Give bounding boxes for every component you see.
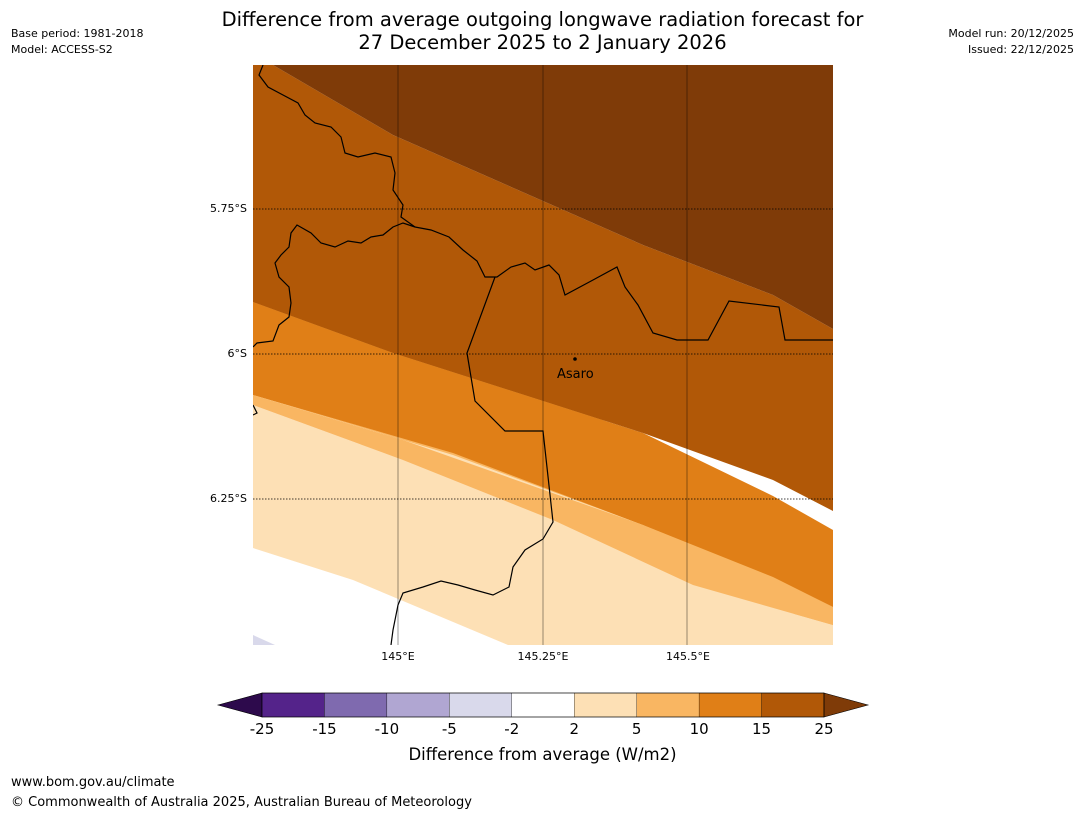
colorbar-cell xyxy=(449,692,512,718)
colorbar-tick-label: 5 xyxy=(631,720,642,738)
lon-label-14550: 145.5°E xyxy=(666,650,710,663)
colorbar-cell xyxy=(324,692,388,718)
colorbar-tick-label: -5 xyxy=(441,720,457,738)
colorbar-under-arrow xyxy=(216,692,263,718)
lat-label-600: 6°S xyxy=(227,347,247,360)
colorbar-tick-label: 10 xyxy=(689,720,709,738)
map-title-line-1: Difference from average outgoing longwav… xyxy=(221,8,864,31)
model-text: Model: ACCESS-S2 xyxy=(11,43,113,56)
map-panel: Asaro xyxy=(253,65,833,645)
colorbar-tick-label: -2 xyxy=(504,720,520,738)
colorbar-title: Difference from average (W/m2) xyxy=(408,745,677,764)
lon-label-14500: 145°E xyxy=(381,650,415,663)
lat-label-575: 5.75°S xyxy=(210,202,247,215)
colorbar-tick-label: 25 xyxy=(814,720,834,738)
map-title-line-2: 27 December 2025 to 2 January 2026 xyxy=(358,31,727,54)
colorbar-tick-label: -10 xyxy=(374,720,400,738)
colorbar-cell xyxy=(761,692,825,718)
base-period-text: Base period: 1981-2018 xyxy=(11,27,144,40)
colorbar-tick-label: 15 xyxy=(752,720,772,738)
colorbar-cell xyxy=(698,692,762,718)
footer-url: www.bom.gov.au/climate xyxy=(11,775,175,790)
lon-label-14525: 145.25°E xyxy=(517,650,569,663)
lat-label-625: 6.25°S xyxy=(210,492,247,505)
colorbar-over-arrow xyxy=(823,692,870,718)
colorbar-cell xyxy=(261,692,325,718)
colorbar-frame xyxy=(261,692,825,718)
band-over-25 xyxy=(273,65,833,329)
footer-copyright: © Commonwealth of Australia 2025, Austra… xyxy=(11,795,472,810)
metadata-right: Model run: 20/12/2025 Issued: 22/12/2025 xyxy=(948,26,1074,58)
issued-text: Issued: 22/12/2025 xyxy=(967,43,1074,56)
model-run-text: Model run: 20/12/2025 xyxy=(948,27,1074,40)
asaro-marker xyxy=(573,357,577,361)
colorbar-cell xyxy=(574,692,637,718)
graticule xyxy=(253,65,833,645)
band-minus-5-to-minus-2 xyxy=(253,635,275,645)
colorbar-tick-label: -15 xyxy=(312,720,337,738)
colorbar-cell xyxy=(386,692,450,718)
place-label-asaro: Asaro xyxy=(557,367,594,382)
colorbar-tick-label: 2 xyxy=(569,720,579,738)
province-boundaries xyxy=(253,65,833,645)
colorbar-cell xyxy=(636,692,700,718)
colorbar-tick-label: -25 xyxy=(249,720,275,738)
metadata-left: Base period: 1981-2018 Model: ACCESS-S2 xyxy=(11,26,143,58)
colorbar-cell xyxy=(511,692,575,718)
